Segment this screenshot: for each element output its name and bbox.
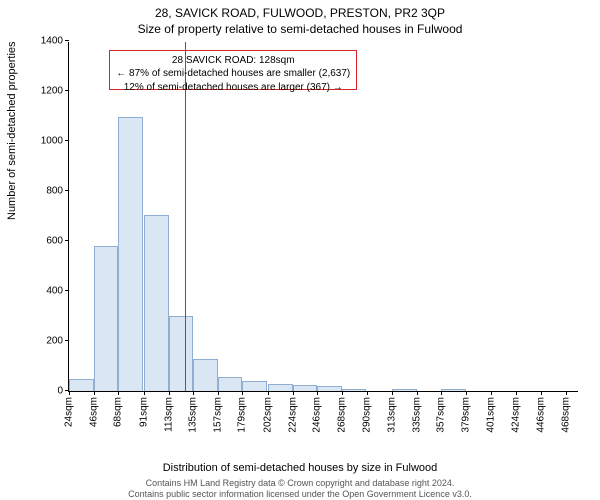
x-tick-mark [69,391,70,395]
annotation-line: 12% of semi-detached houses are larger (… [116,81,350,95]
histogram-bar [169,316,194,391]
x-tick-label: 246sqm [312,397,323,433]
y-tick-label: 1200 [29,86,69,97]
x-tick-label: 313sqm [387,397,398,433]
x-tick-label: 290sqm [361,397,372,433]
histogram-bar [317,386,342,391]
annotation-line: 28 SAVICK ROAD: 128sqm [116,54,350,68]
x-tick-label: 91sqm [138,397,149,427]
x-tick-mark [193,391,194,395]
y-tick-label: 600 [29,236,69,247]
y-tick-mark [65,190,69,191]
histogram-bar [441,389,466,392]
histogram-bar [218,377,243,391]
x-tick-mark [268,391,269,395]
y-axis-label: Number of semi-detached properties [6,41,18,220]
y-tick-label: 1400 [29,36,69,47]
x-tick-label: 46sqm [88,397,99,427]
histogram-bar [392,389,417,392]
y-tick-mark [65,290,69,291]
y-tick-mark [65,40,69,41]
x-tick-mark [342,391,343,395]
x-tick-mark [491,391,492,395]
x-tick-label: 424sqm [511,397,522,433]
plot-area: 020040060080010001200140024sqm46sqm68sqm… [68,42,578,392]
x-tick-mark [541,391,542,395]
x-tick-mark [293,391,294,395]
x-tick-mark [367,391,368,395]
x-tick-label: 401sqm [485,397,496,433]
footer-copyright: Contains HM Land Registry data © Crown c… [0,478,600,488]
x-tick-mark [417,391,418,395]
x-tick-mark [441,391,442,395]
x-tick-label: 446sqm [535,397,546,433]
y-tick-mark [65,140,69,141]
y-tick-label: 400 [29,286,69,297]
histogram-bar [242,381,267,391]
x-tick-mark [466,391,467,395]
chart-container: 28, SAVICK ROAD, FULWOOD, PRESTON, PR2 3… [0,0,600,500]
x-tick-label: 224sqm [287,397,298,433]
x-tick-label: 468sqm [560,397,571,433]
footer-licence: Contains public sector information licen… [0,489,600,499]
x-tick-mark [169,391,170,395]
annotation-box: 28 SAVICK ROAD: 128sqm← 87% of semi-deta… [109,50,357,90]
x-tick-mark [566,391,567,395]
y-tick-label: 200 [29,336,69,347]
histogram-bar [268,384,293,392]
x-tick-mark [516,391,517,395]
y-tick-label: 1000 [29,136,69,147]
x-tick-mark [118,391,119,395]
histogram-bar [144,215,169,391]
y-tick-mark [65,340,69,341]
x-axis-label: Distribution of semi-detached houses by … [0,462,600,474]
x-tick-label: 157sqm [212,397,223,433]
histogram-bar [69,379,94,392]
y-tick-label: 800 [29,186,69,197]
y-tick-mark [65,90,69,91]
x-tick-mark [317,391,318,395]
annotation-line: ← 87% of semi-detached houses are smalle… [116,67,350,81]
x-tick-label: 379sqm [461,397,472,433]
x-tick-mark [392,391,393,395]
x-tick-mark [144,391,145,395]
x-tick-label: 179sqm [237,397,248,433]
x-tick-label: 335sqm [411,397,422,433]
y-tick-label: 0 [29,386,69,397]
x-tick-mark [218,391,219,395]
x-tick-label: 135sqm [188,397,199,433]
chart-title: Size of property relative to semi-detach… [0,20,600,36]
histogram-bar [193,359,218,392]
x-tick-label: 24sqm [64,397,75,427]
x-tick-label: 357sqm [436,397,447,433]
histogram-bar [342,389,367,392]
property-marker-line [185,42,186,391]
y-tick-mark [65,240,69,241]
histogram-bar [118,117,143,391]
x-tick-label: 202sqm [263,397,274,433]
x-tick-label: 68sqm [113,397,124,427]
x-tick-mark [242,391,243,395]
chart-supertitle: 28, SAVICK ROAD, FULWOOD, PRESTON, PR2 3… [0,0,600,20]
histogram-bar [94,246,119,391]
x-tick-label: 113sqm [163,397,174,432]
histogram-bar [293,385,318,391]
x-tick-mark [94,391,95,395]
x-tick-label: 268sqm [336,397,347,433]
